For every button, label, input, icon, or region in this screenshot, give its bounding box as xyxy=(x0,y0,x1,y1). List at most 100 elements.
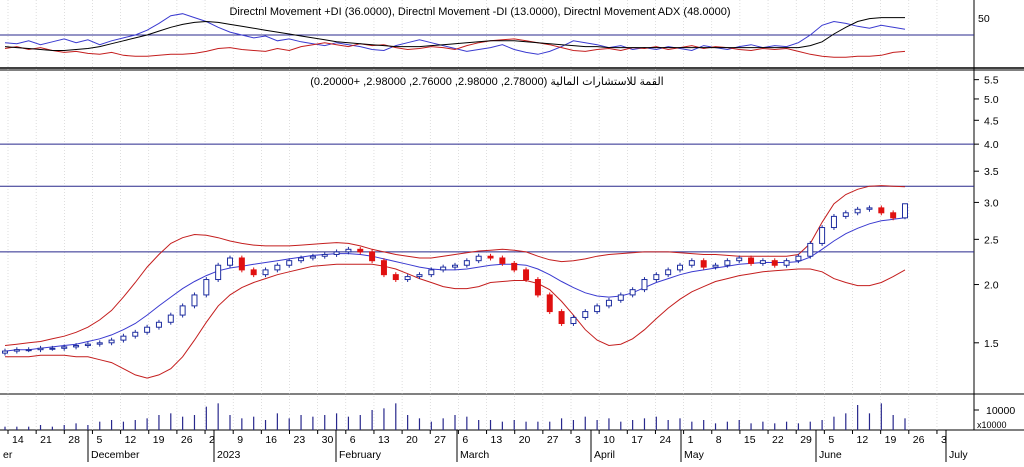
candle-down xyxy=(700,260,707,268)
x-axis-day-label: 9 xyxy=(237,434,243,446)
candle-down xyxy=(748,257,755,264)
x-axis-month-label: April xyxy=(594,449,615,461)
x-axis-day-label: 22 xyxy=(772,434,784,446)
x-axis-day-label: 2 xyxy=(209,434,215,446)
x-axis-month-label: May xyxy=(684,449,705,461)
volume-multiplier-label: x10000 xyxy=(977,420,1007,430)
candle-up xyxy=(203,279,210,296)
candle-up xyxy=(665,269,672,276)
price-y-tick-label: 5.0 xyxy=(984,94,999,106)
x-axis-day-label: 20 xyxy=(406,434,418,446)
x-axis-day-label: 6 xyxy=(462,434,468,446)
candle-up xyxy=(309,255,316,259)
x-axis-day-label: 27 xyxy=(547,434,559,446)
x-axis-day-label: 24 xyxy=(659,434,671,446)
candle-down xyxy=(499,257,506,264)
candle-up xyxy=(605,299,612,307)
x-axis-day-label: 1 xyxy=(688,434,694,446)
candle-up xyxy=(475,255,482,262)
x-axis-day-label: 26 xyxy=(913,434,925,446)
candle-up xyxy=(830,215,837,229)
x-axis-month-label: March xyxy=(460,449,489,461)
x-axis-day-label: 28 xyxy=(68,434,80,446)
candle-up xyxy=(2,350,8,354)
di-plus-line xyxy=(4,13,906,55)
bollinger-lower-band xyxy=(5,263,906,379)
candle-down xyxy=(771,260,778,266)
candle-up xyxy=(179,305,186,316)
candle-up xyxy=(641,279,648,291)
candle-up xyxy=(167,314,174,323)
x-axis-day-label: 19 xyxy=(153,434,165,446)
x-axis-month-label: 2023 xyxy=(217,449,241,461)
price-panel: القمة للاستشارات المالية (2.78000, 2.980… xyxy=(0,75,999,379)
candle-up xyxy=(594,305,601,313)
dmi-title: Directnl Movement +DI (36.0000), Directn… xyxy=(229,6,730,18)
candle-up xyxy=(333,251,340,255)
x-axis-day-label: 13 xyxy=(491,434,503,446)
candle-up xyxy=(321,253,328,257)
candle-up xyxy=(736,257,743,262)
x-axis-day-label: 5 xyxy=(828,434,834,446)
price-y-tick-label: 4.0 xyxy=(984,139,999,151)
volume-panel: 10000 x10000 xyxy=(4,403,1015,430)
candle-up xyxy=(191,294,198,307)
candle-up xyxy=(37,347,44,351)
x-axis: 14 21 28 5 12 19 26 2 9 16 23 30 6 13 20 27 6 13 20 27 3 10 17… xyxy=(3,430,968,462)
candle-up xyxy=(854,208,861,214)
candle-down xyxy=(558,311,565,325)
bollinger-middle-band xyxy=(4,217,906,352)
x-axis-month-label: February xyxy=(339,449,382,461)
x-axis-day-label: 6 xyxy=(350,434,356,446)
candle-up xyxy=(13,349,20,352)
candle-up xyxy=(120,335,127,341)
x-axis-day-label: 26 xyxy=(181,434,193,446)
candle-down xyxy=(357,248,364,253)
candle-up xyxy=(724,260,731,266)
candle-up xyxy=(677,264,683,271)
x-axis-day-label: 30 xyxy=(322,434,334,446)
x-axis-day-label: 16 xyxy=(265,434,277,446)
x-axis-day-label: 21 xyxy=(40,434,52,446)
candle-up xyxy=(617,294,624,301)
candle-up xyxy=(842,212,849,217)
adx-line xyxy=(4,17,905,51)
candle-up xyxy=(61,346,68,349)
price-y-tick-label: 2.0 xyxy=(984,280,999,292)
candle-up xyxy=(96,342,103,345)
candle-down xyxy=(511,262,518,271)
candle-up xyxy=(416,274,423,278)
candle-down xyxy=(546,294,553,313)
candle-up xyxy=(155,321,162,328)
candle-up xyxy=(227,257,233,266)
candle-up xyxy=(629,289,636,296)
volume-y-tick-10000: 10000 xyxy=(986,405,1015,417)
candle-up xyxy=(49,347,56,350)
price-y-tick-label: 3.0 xyxy=(984,197,999,209)
candle-down xyxy=(487,255,494,259)
candle-up xyxy=(144,326,151,333)
candle-up xyxy=(582,311,589,318)
x-axis-month-label: December xyxy=(91,449,140,461)
x-axis-month-label: er xyxy=(3,449,13,461)
x-axis-day-label: 14 xyxy=(12,434,24,446)
candle-up xyxy=(298,257,305,262)
candle-up xyxy=(286,260,293,266)
candle-down xyxy=(534,279,541,296)
candle-down xyxy=(238,257,245,271)
x-axis-day-label: 5 xyxy=(96,434,102,446)
candle-up xyxy=(404,276,411,281)
candle-down xyxy=(890,212,897,219)
candle-up xyxy=(795,255,802,262)
candle-up xyxy=(262,269,269,276)
candle-up xyxy=(783,260,790,266)
candle-up xyxy=(452,264,458,268)
bollinger-upper-band xyxy=(4,185,906,346)
x-axis-day-label: 3 xyxy=(575,434,581,446)
candle-up xyxy=(866,207,873,210)
candle-down xyxy=(380,260,387,276)
candle-up xyxy=(215,264,222,281)
candle-up xyxy=(688,260,695,266)
